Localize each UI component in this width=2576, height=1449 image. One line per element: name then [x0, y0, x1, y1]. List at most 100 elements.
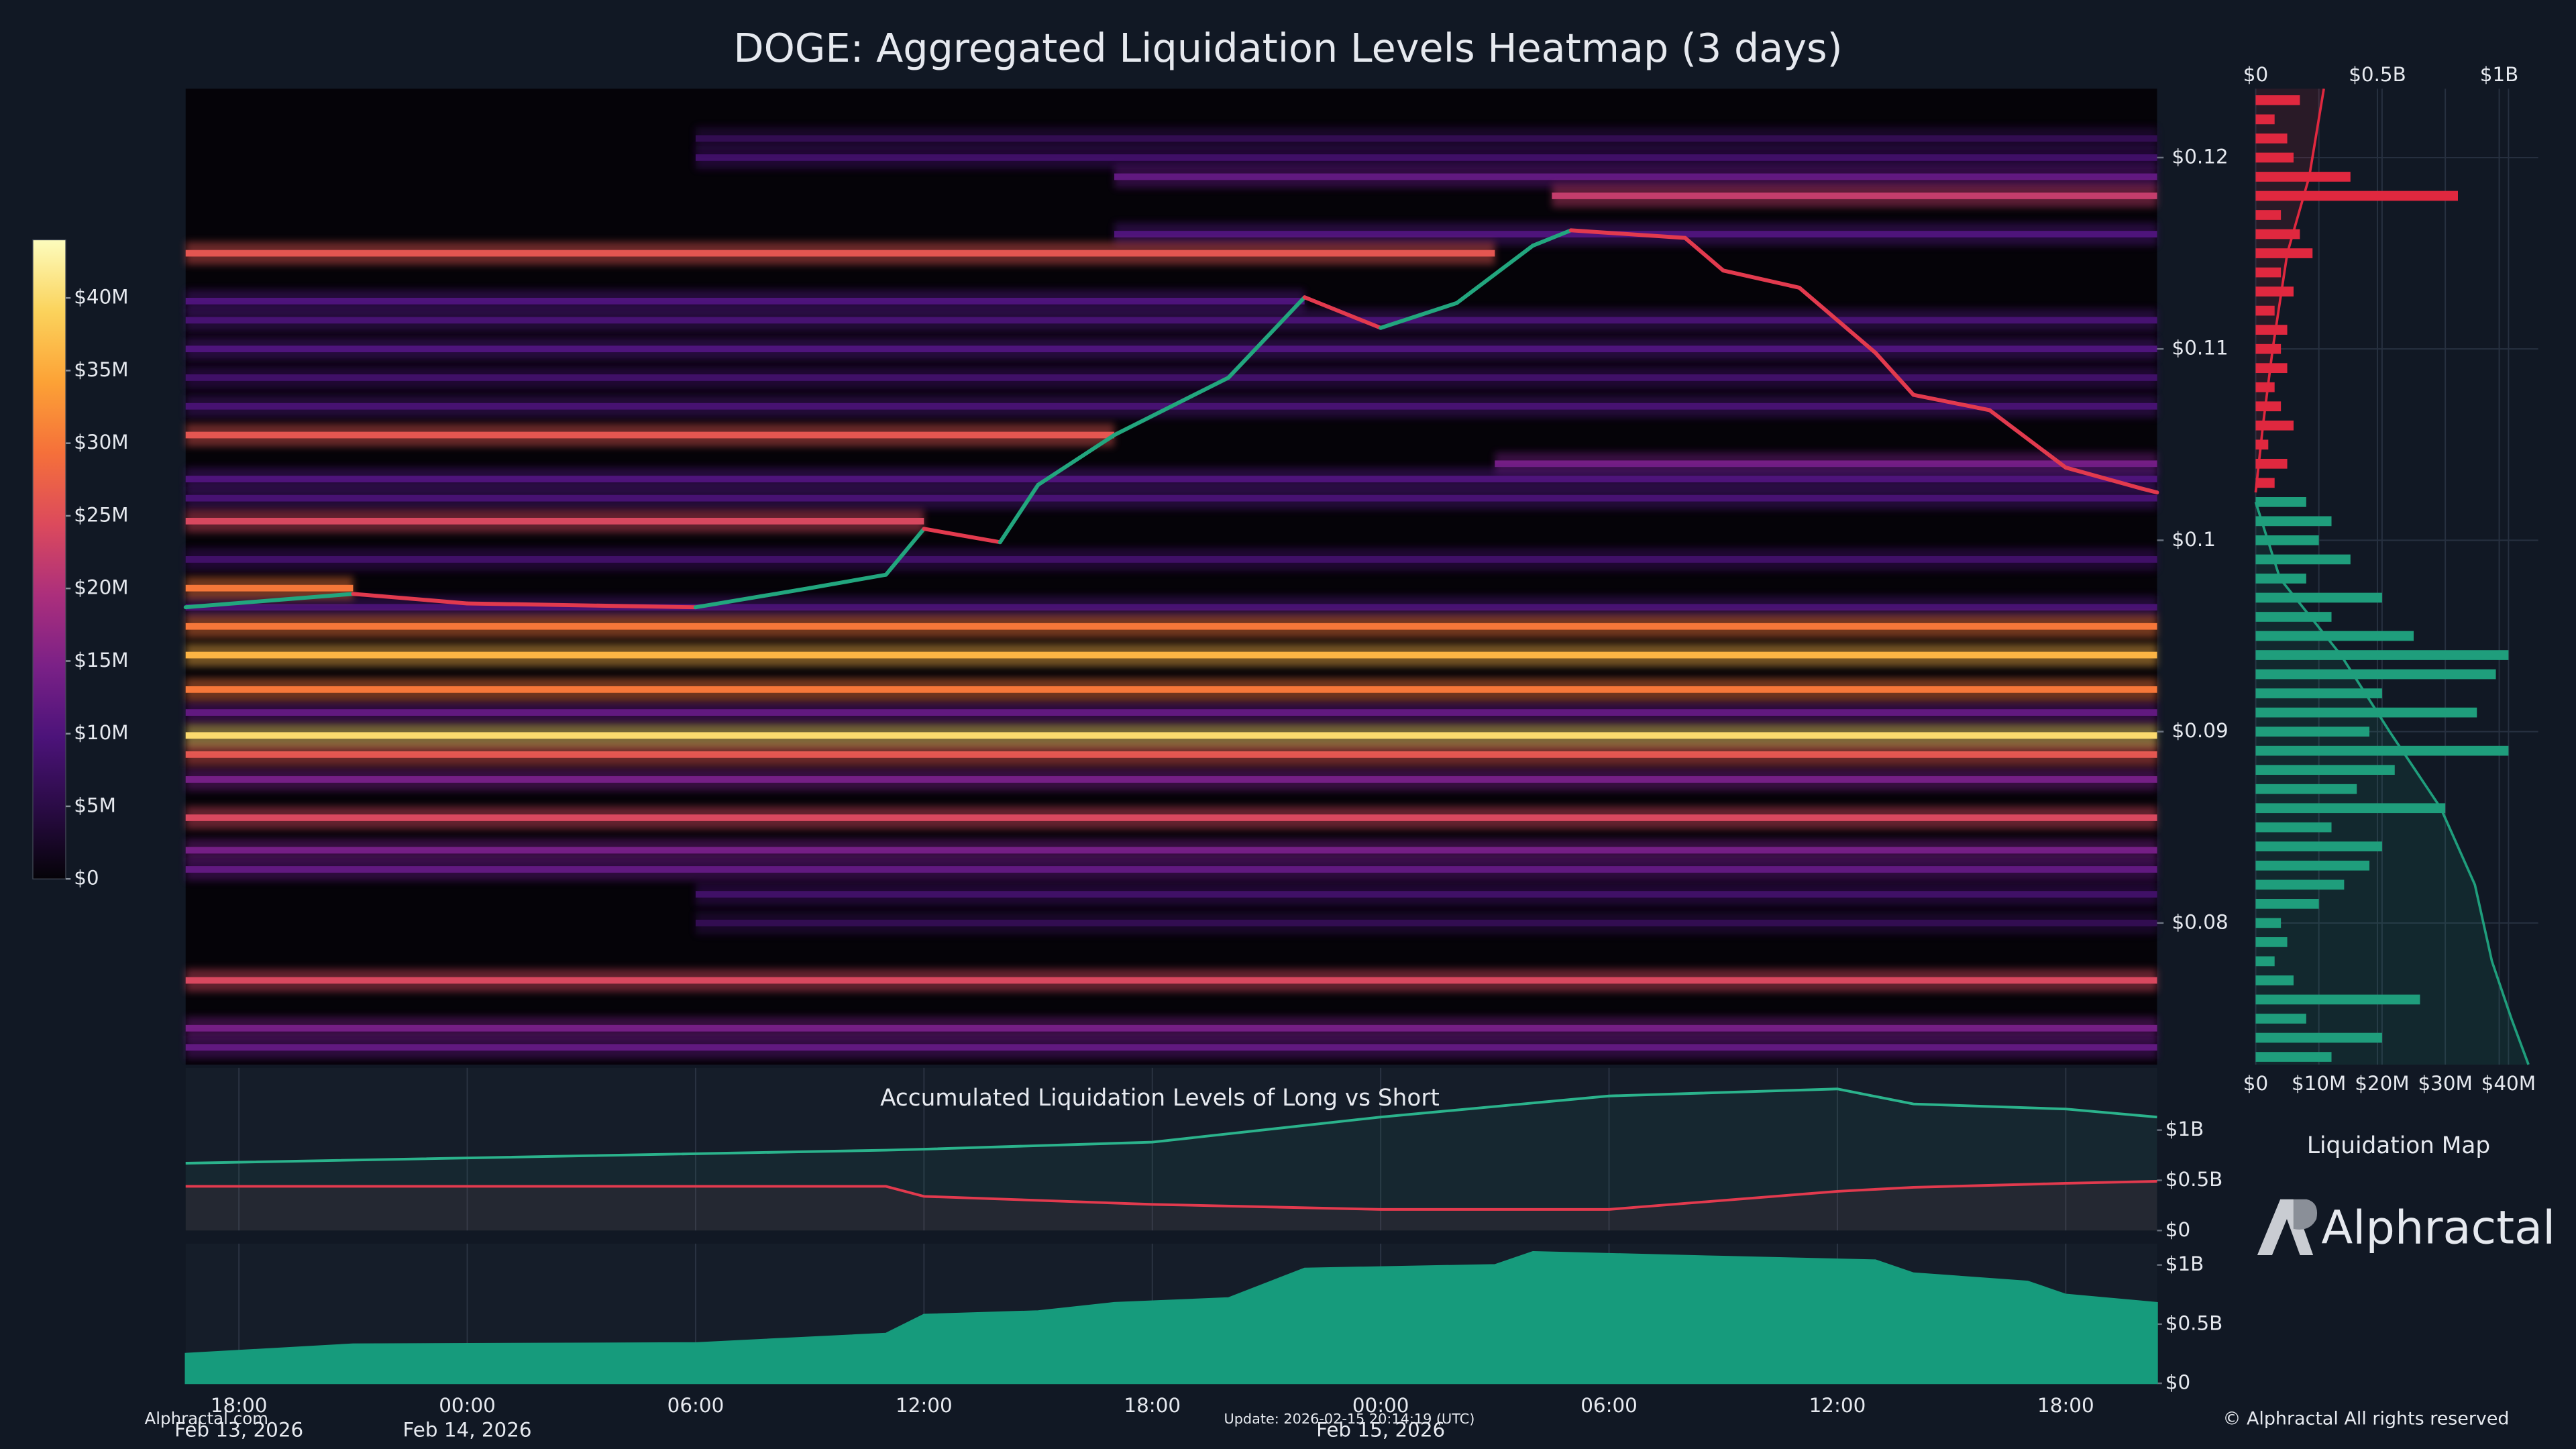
heat-band — [695, 919, 2157, 926]
liquidation-bar — [2255, 994, 2420, 1005]
x-tick-label: 06:00 — [1580, 1394, 1638, 1417]
liquidation-bar — [2255, 765, 2395, 775]
liquidation-bar — [2255, 612, 2332, 622]
liquidation-bar — [2255, 592, 2382, 603]
heat-band — [185, 866, 2157, 873]
liquidation-bar — [2255, 343, 2282, 354]
colorbar-tick-label: $40M — [74, 286, 128, 309]
x2-tick-label: $0 — [2243, 63, 2268, 86]
price-segment — [1797, 285, 1878, 355]
liquidation-bar — [2255, 305, 2275, 316]
price-segment — [1568, 228, 1687, 240]
heat-band — [185, 751, 2157, 758]
liquidation-bar — [2255, 363, 2288, 374]
price-segment — [1531, 228, 1573, 248]
liquidation-bar — [2255, 879, 2345, 890]
copyright: © Alphractal All rights reserved — [2222, 1408, 2509, 1429]
colorbar-tick-label: $5M — [74, 794, 116, 816]
liquidation-bar — [2255, 478, 2275, 488]
price-segment — [1302, 295, 1383, 330]
heat-band — [1495, 460, 2157, 468]
area — [184, 1250, 2158, 1385]
x-tick-label: $30M — [2418, 1072, 2472, 1095]
heat-band — [185, 604, 2157, 611]
liquidation-bar — [2255, 401, 2282, 412]
heat-band — [185, 651, 2157, 659]
logo: Alphractal — [2257, 1199, 2555, 1256]
liquidation-bar — [2255, 669, 2496, 680]
price-segment — [998, 482, 1040, 545]
cumulative-area — [2255, 89, 2324, 493]
y-tick-label: $1B — [2165, 1118, 2204, 1140]
heat-band — [185, 517, 924, 525]
heat-band — [185, 584, 354, 592]
liquidation-bar — [2255, 918, 2282, 928]
heat-band — [185, 686, 2157, 693]
heat-band — [695, 891, 2157, 898]
heat-band — [185, 317, 2157, 324]
logo-mark — [2293, 1199, 2318, 1230]
heat-band — [185, 345, 2157, 353]
x2-tick-label: $1B — [2480, 63, 2519, 86]
heat-band — [185, 374, 2157, 381]
heat-band — [185, 556, 2157, 563]
x-tick-label: 18:00 — [211, 1394, 268, 1417]
liquidation-bar — [2255, 975, 2294, 985]
colorbar-tick-label: $15M — [74, 649, 128, 672]
heat-band — [185, 623, 2157, 630]
date-label: Feb 14, 2026 — [402, 1419, 531, 1442]
liquidation-bar — [2255, 497, 2306, 507]
colorbar-tick-label: $0 — [74, 867, 99, 890]
price-segment — [2139, 486, 2159, 495]
heat-band — [695, 154, 2157, 161]
colorbar-tick-label: $30M — [74, 431, 128, 453]
logo-mark — [2257, 1199, 2314, 1256]
liquidation-bar — [2255, 114, 2275, 125]
price-segment — [351, 592, 470, 606]
liquidation-bar — [2255, 133, 2288, 144]
liquidation-bar — [2255, 745, 2509, 756]
colorbar-tick-label: $10M — [74, 721, 128, 744]
date-label: Feb 15, 2026 — [1316, 1419, 1445, 1442]
colorbar-tick-label: $20M — [74, 576, 128, 599]
x-tick-label: 00:00 — [1352, 1394, 1409, 1417]
liquidation-bar — [2255, 325, 2288, 335]
heat-band — [185, 250, 1495, 257]
y-tick-label: $0.08 — [2172, 910, 2229, 933]
line-fill — [185, 1089, 2157, 1231]
price-segment — [1911, 392, 1992, 413]
heat-band — [695, 135, 2157, 142]
heat-band — [185, 847, 2157, 854]
price-segment — [922, 527, 1002, 545]
panel-title: Accumulated Liquidation Levels of Long v… — [880, 1085, 1440, 1112]
heat-band — [185, 977, 2157, 984]
price-segment — [1226, 295, 1307, 380]
liquidation-bar — [2255, 420, 2294, 431]
y-tick-label: $0.1 — [2172, 528, 2216, 551]
liquidation-bar — [2255, 707, 2477, 718]
colorbar-tick-label: $25M — [74, 503, 128, 526]
line — [185, 1087, 2157, 1165]
cumulative-area — [2255, 502, 2529, 1065]
x-tick-label: $10M — [2292, 1072, 2346, 1095]
liquidation-bar — [2255, 1014, 2306, 1024]
x-tick-label: 18:00 — [1124, 1394, 1181, 1417]
price-segment — [1379, 301, 1459, 330]
liquidation-bar — [2255, 286, 2294, 297]
liquidation-bar — [2255, 172, 2351, 182]
heat-band — [185, 709, 2157, 716]
x-tick-label: 18:00 — [2037, 1394, 2094, 1417]
liquidation-bar — [2255, 95, 2300, 105]
site-label: Alphractal.com — [145, 1409, 269, 1428]
price-segment — [2063, 466, 2144, 491]
heat-band — [185, 476, 2157, 483]
liquidation-bar — [2255, 191, 2458, 201]
heat-band — [185, 1044, 2157, 1051]
price-segment — [808, 572, 888, 590]
liquidation-bar — [2255, 631, 2414, 641]
liquidation-bar — [2255, 267, 2282, 278]
y-tick-label: $0 — [2165, 1371, 2190, 1394]
panel-background — [185, 1067, 2157, 1231]
